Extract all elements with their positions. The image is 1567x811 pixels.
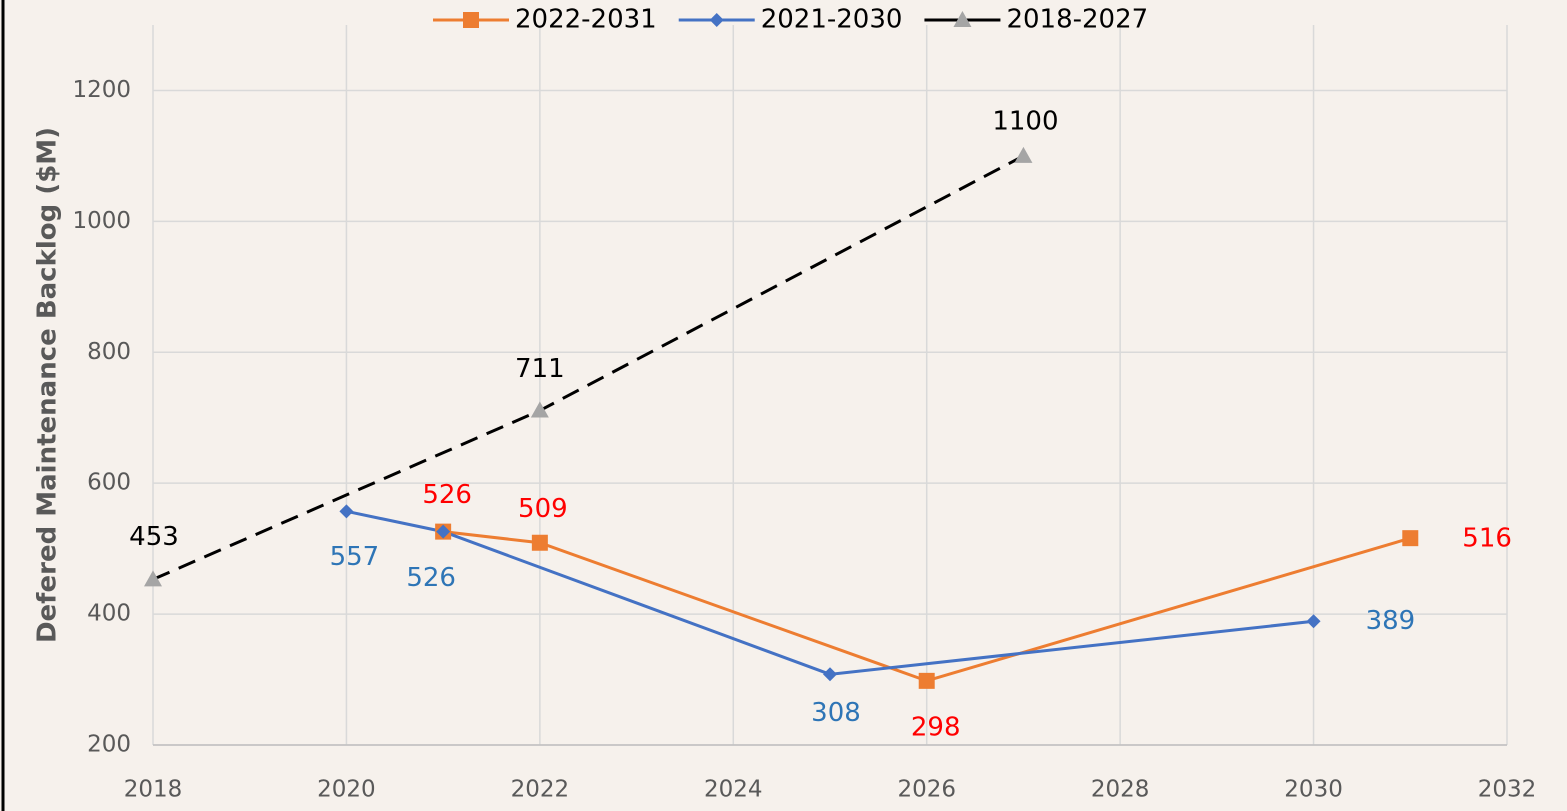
data-label: 526 [406, 563, 456, 593]
x-tick-label: 2032 [1478, 777, 1537, 803]
y-tick-label: 800 [87, 339, 131, 365]
x-tick-label: 2028 [1091, 777, 1150, 803]
legend-label: 2021-2030 [761, 5, 903, 35]
x-tick-label: 2022 [511, 777, 570, 803]
legend-label: 2018-2027 [1006, 5, 1148, 35]
y-axis-label: Defered Maintenance Backlog ($M) [33, 127, 63, 643]
data-label: 453 [129, 522, 179, 552]
data-label: 389 [1366, 606, 1416, 636]
data-label: 1100 [992, 106, 1058, 136]
data-label: 711 [515, 354, 565, 384]
x-tick-label: 2030 [1284, 777, 1343, 803]
data-label: 516 [1462, 524, 1512, 554]
data-label: 557 [330, 542, 380, 572]
y-tick-label: 1000 [72, 208, 131, 234]
marker [532, 535, 548, 551]
x-tick-label: 2026 [897, 777, 956, 803]
y-tick-label: 400 [87, 601, 131, 627]
y-tick-label: 600 [87, 470, 131, 496]
data-label: 308 [811, 698, 861, 728]
data-label: 526 [422, 480, 472, 510]
y-tick-label: 1200 [72, 77, 131, 103]
marker [919, 673, 935, 689]
marker [1402, 530, 1418, 546]
legend-label: 2022-2031 [515, 5, 657, 35]
background [0, 0, 1567, 811]
x-tick-label: 2020 [317, 777, 376, 803]
y-tick-label: 200 [87, 732, 131, 758]
data-label: 509 [518, 494, 568, 524]
x-tick-label: 2018 [124, 777, 183, 803]
x-tick-label: 2024 [704, 777, 763, 803]
chart: Defered Maintenance Backlog ($M) 200 400 6… [0, 0, 1567, 811]
data-label: 298 [911, 712, 961, 742]
marker [463, 12, 479, 28]
